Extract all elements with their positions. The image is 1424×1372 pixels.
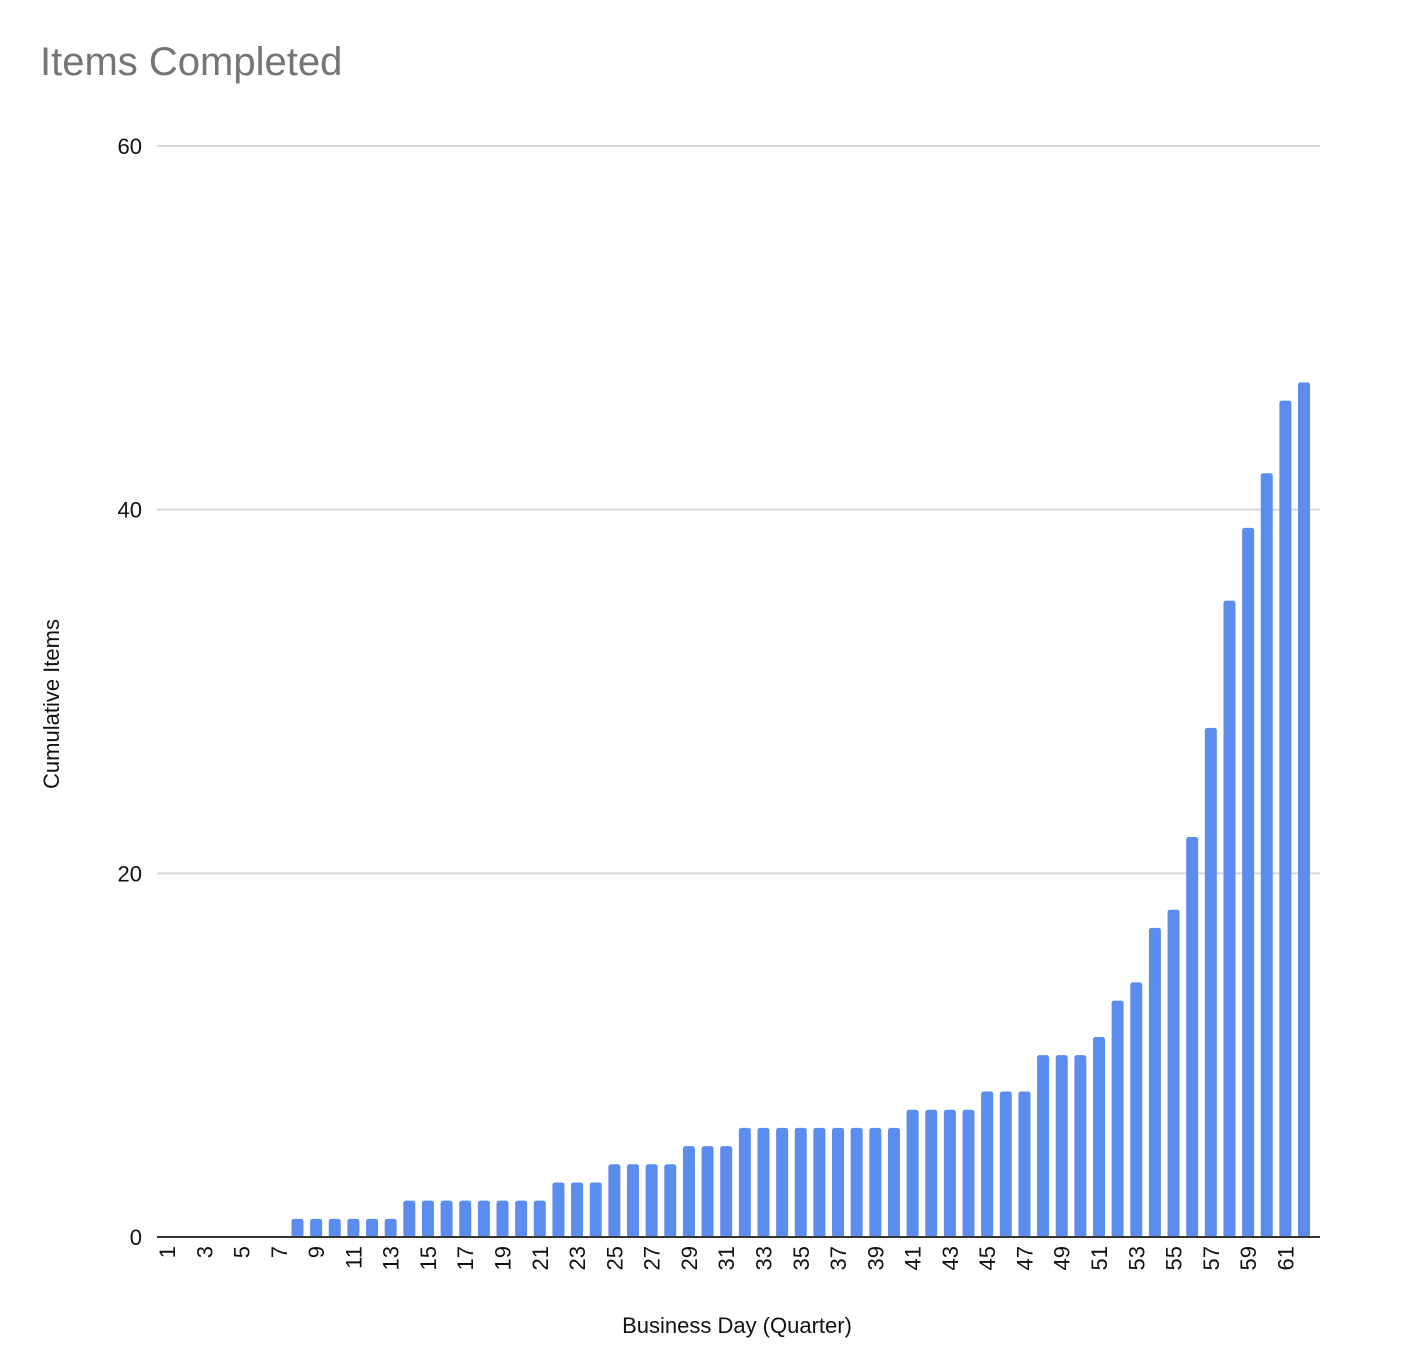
x-axis-ticks: 1 3 5 7 9 11 13 15 17 19 21 23 25 27 29 31 33 35 37 39 41 43 4… xyxy=(155,1246,1298,1270)
y-tick-label: 40 xyxy=(118,498,142,523)
y-axis-title: Cumulative Items xyxy=(39,619,64,789)
x-tick-label: 25 xyxy=(602,1246,627,1270)
x-tick-label: 39 xyxy=(863,1246,888,1270)
x-tick-label: 45 xyxy=(975,1246,1000,1270)
bar-day-45 xyxy=(981,1091,994,1237)
x-tick-label: 37 xyxy=(826,1246,851,1270)
bar-day-35 xyxy=(794,1127,807,1237)
bar-day-20 xyxy=(515,1200,528,1237)
x-tick-label: 13 xyxy=(379,1246,404,1270)
bar-day-54 xyxy=(1148,927,1161,1237)
bar-day-49 xyxy=(1055,1055,1068,1237)
bar-day-39 xyxy=(869,1127,882,1237)
bar-day-14 xyxy=(403,1200,416,1237)
x-tick-label: 9 xyxy=(304,1246,329,1258)
x-tick-label: 55 xyxy=(1162,1246,1187,1270)
bar-day-15 xyxy=(421,1200,434,1237)
bar-day-60 xyxy=(1260,473,1273,1237)
bar-day-26 xyxy=(627,1164,639,1237)
x-tick-label: 59 xyxy=(1236,1246,1261,1270)
bar-day-38 xyxy=(850,1127,863,1237)
x-axis-title: Business Day (Quarter) xyxy=(622,1313,852,1338)
x-tick-label: 27 xyxy=(640,1246,665,1270)
y-tick-label: 60 xyxy=(118,134,142,159)
bar-day-46 xyxy=(999,1091,1012,1237)
bar-day-34 xyxy=(776,1127,789,1237)
bar-day-48 xyxy=(1037,1055,1050,1237)
bar-day-59 xyxy=(1242,527,1255,1237)
x-tick-label: 53 xyxy=(1124,1246,1149,1270)
bar-day-25 xyxy=(608,1164,621,1237)
x-tick-label: 23 xyxy=(565,1246,590,1270)
x-tick-label: 11 xyxy=(341,1246,366,1269)
bar-day-40 xyxy=(887,1127,900,1237)
bar-day-57 xyxy=(1204,727,1217,1237)
bar-day-41 xyxy=(906,1109,919,1237)
chart-title: Items Completed xyxy=(40,40,343,84)
x-tick-label: 17 xyxy=(453,1246,478,1270)
bar-day-22 xyxy=(552,1182,565,1237)
x-tick-label: 19 xyxy=(491,1246,516,1270)
bar-day-21 xyxy=(533,1200,546,1237)
bar-day-11 xyxy=(347,1218,360,1237)
bar-day-52 xyxy=(1111,1000,1124,1237)
bar-day-9 xyxy=(310,1218,323,1237)
bar-day-27 xyxy=(645,1164,658,1237)
bar-day-23 xyxy=(571,1182,584,1237)
bar-day-44 xyxy=(962,1109,975,1237)
bar-day-42 xyxy=(925,1109,938,1237)
x-tick-label: 51 xyxy=(1087,1246,1112,1270)
bar-day-18 xyxy=(477,1200,490,1237)
x-tick-label: 15 xyxy=(416,1246,441,1270)
bar-day-17 xyxy=(459,1200,472,1237)
bar-day-36 xyxy=(813,1127,826,1237)
bar-day-43 xyxy=(943,1109,956,1237)
x-tick-label: 5 xyxy=(230,1246,255,1258)
bar-day-55 xyxy=(1167,909,1180,1237)
y-tick-label: 0 xyxy=(130,1225,142,1250)
x-tick-label: 35 xyxy=(789,1246,814,1270)
bar-day-10 xyxy=(328,1218,341,1237)
x-tick-label: 7 xyxy=(267,1246,292,1258)
bar-day-47 xyxy=(1018,1091,1031,1237)
x-tick-label: 29 xyxy=(677,1246,702,1270)
bar-day-8 xyxy=(291,1218,304,1237)
x-tick-label: 1 xyxy=(155,1246,180,1258)
bar-day-30 xyxy=(701,1146,714,1237)
bar-day-51 xyxy=(1093,1036,1105,1237)
bar-day-12 xyxy=(366,1218,379,1237)
x-tick-label: 31 xyxy=(714,1246,739,1270)
y-tick-label: 20 xyxy=(118,861,142,886)
x-tick-label: 21 xyxy=(528,1246,553,1270)
x-tick-label: 43 xyxy=(938,1246,963,1270)
bar-day-53 xyxy=(1130,982,1143,1237)
bar-day-29 xyxy=(682,1146,695,1237)
x-tick-label: 49 xyxy=(1050,1246,1075,1270)
bar-day-28 xyxy=(664,1164,677,1237)
bar-day-61 xyxy=(1279,400,1292,1238)
bar-day-13 xyxy=(384,1218,397,1237)
y-axis-ticks: 0 20 40 60 xyxy=(118,134,142,1250)
x-tick-label: 47 xyxy=(1012,1246,1037,1270)
x-tick-label: 33 xyxy=(751,1246,776,1270)
bar-day-32 xyxy=(738,1127,751,1237)
gridlines xyxy=(157,145,1320,875)
bar-day-56 xyxy=(1186,836,1199,1237)
bar-day-58 xyxy=(1223,600,1236,1237)
bar-day-31 xyxy=(720,1146,733,1237)
bar-day-62 xyxy=(1298,382,1311,1238)
bar-day-50 xyxy=(1074,1055,1087,1237)
bar-day-37 xyxy=(832,1127,845,1237)
bar-day-33 xyxy=(757,1127,770,1237)
bar-day-24 xyxy=(589,1182,602,1237)
bar-day-19 xyxy=(496,1200,509,1237)
x-tick-label: 3 xyxy=(192,1246,217,1258)
bar-day-16 xyxy=(440,1200,453,1237)
x-tick-label: 57 xyxy=(1199,1246,1224,1270)
x-tick-label: 41 xyxy=(901,1246,926,1270)
x-tick-label: 61 xyxy=(1273,1246,1298,1270)
bars xyxy=(291,382,1311,1238)
